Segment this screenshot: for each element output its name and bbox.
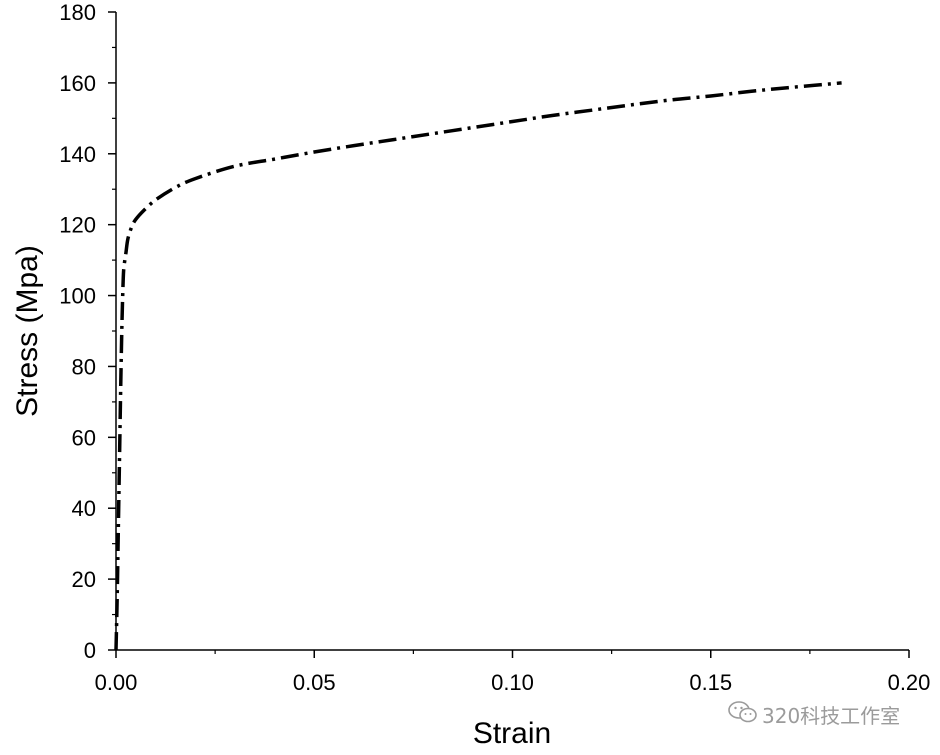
x-tick-label: 0.15	[689, 670, 732, 695]
x-tick-label: 0.00	[95, 670, 138, 695]
y-tick-label: 180	[59, 0, 96, 25]
x-tick-label: 0.05	[293, 670, 336, 695]
y-tick-label: 20	[72, 567, 96, 592]
y-tick-label: 0	[84, 638, 96, 663]
y-tick-label: 80	[72, 354, 96, 379]
y-tick-label: 140	[59, 142, 96, 167]
y-tick-label: 160	[59, 71, 96, 96]
tick-labels: 0.00 0.05 0.10 0.15 0.20 0 20 40 60 80 100 120 140 16…	[59, 0, 930, 695]
y-tick-label: 100	[59, 284, 96, 309]
y-axis-title: Stress (Mpa)	[11, 245, 44, 417]
x-axis-title: Strain	[473, 717, 551, 750]
watermark-text: 320科技工作室	[762, 704, 901, 728]
x-tick-label: 0.20	[888, 670, 931, 695]
y-tick-label: 40	[72, 496, 96, 521]
watermark: 320科技工作室	[728, 700, 900, 729]
series-line	[114, 81, 842, 651]
wechat-icon	[728, 700, 758, 729]
ticks	[108, 11, 910, 658]
y-tick-label: 60	[72, 425, 96, 450]
y-tick-label: 120	[59, 213, 96, 238]
x-tick-label: 0.10	[491, 670, 534, 695]
axes	[115, 12, 909, 651]
